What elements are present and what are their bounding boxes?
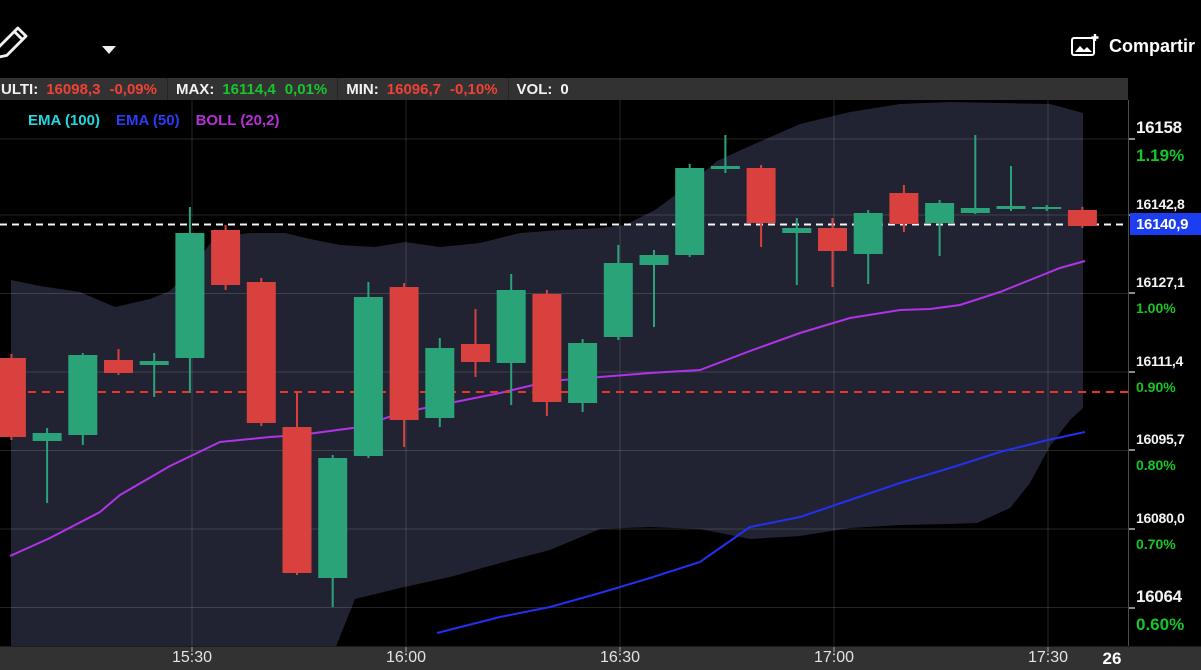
stat-ulti: ULTI: 16098,3 -0,09% <box>0 78 168 101</box>
candle[interactable] <box>246 278 276 426</box>
price-tick-percent: 0.60% <box>1136 615 1185 634</box>
stat-vol: VOL: 0 <box>516 81 569 98</box>
candle[interactable] <box>1067 207 1097 228</box>
stat-max: MAX: 16114,4 0,01% <box>168 78 339 101</box>
candle[interactable] <box>318 455 348 607</box>
time-tick-label: 15:30 <box>171 649 213 666</box>
candlestick-chart[interactable]: R2 <box>0 100 1128 646</box>
price-tick-label: 16064 <box>1136 587 1182 606</box>
share-button[interactable]: Compartir <box>1070 32 1195 60</box>
price-tick-percent: 1.19% <box>1136 146 1185 165</box>
price-axis[interactable]: 16158 1.19% 16142,8 16127,1 1.00% 16111,4 0.90… <box>1128 100 1201 646</box>
candle[interactable] <box>818 218 847 287</box>
price-tick-label: 16127,1 <box>1136 274 1185 290</box>
legend-boll[interactable]: BOLL (20,2) <box>195 112 280 129</box>
candle[interactable] <box>353 282 383 458</box>
price-tick-label: 16142,8 <box>1136 196 1185 212</box>
candle[interactable] <box>282 392 312 575</box>
ema-50-line <box>436 431 1086 634</box>
price-tick-percent: 1.00% <box>1136 300 1176 316</box>
time-axis[interactable]: 15:30 16:00 16:30 17:00 17:30 26 <box>0 646 1201 670</box>
candle[interactable] <box>211 225 241 290</box>
candle[interactable] <box>139 353 169 397</box>
price-tick-label: 16158 <box>1136 118 1182 137</box>
price-tick-percent: 0.70% <box>1136 536 1176 552</box>
candle[interactable] <box>32 428 62 503</box>
price-tick-mark <box>1129 138 1135 140</box>
last-price-badge: 16140,9 <box>1130 213 1201 235</box>
candle[interactable] <box>960 135 990 214</box>
legend-ema[interactable]: EMA (100) <box>28 112 100 129</box>
price-tick-label: 16080,0 <box>1136 510 1185 526</box>
price-tick-mark <box>1129 449 1135 451</box>
share-button-label: Compartir <box>1108 35 1195 56</box>
candle[interactable] <box>782 218 812 285</box>
candle[interactable] <box>425 338 455 427</box>
indicator-legend: EMA (100) EMA (50) BOLL (20,2) <box>28 112 280 129</box>
candle[interactable] <box>1032 205 1062 211</box>
stat-min: MIN: 16096,7 -0,10% <box>338 78 509 101</box>
candle[interactable] <box>104 349 133 375</box>
price-tick-label: 16111,4 <box>1136 353 1183 369</box>
candle[interactable] <box>675 164 705 257</box>
candle[interactable] <box>532 290 562 416</box>
time-tick-mark <box>619 647 621 652</box>
time-tick-mark <box>1047 647 1049 652</box>
draw-tool-button[interactable] <box>0 22 32 62</box>
top-toolbar: Compartir <box>0 0 1201 78</box>
price-tick-mark <box>1129 607 1135 609</box>
candle[interactable] <box>389 283 419 447</box>
chart-canvas[interactable]: R2 EMA (100) EMA (50) BOLL (20,2) <box>0 100 1128 646</box>
pencil-icon <box>0 22 32 62</box>
candle[interactable] <box>746 165 776 247</box>
price-tick-percent: 0.90% <box>1136 379 1176 395</box>
candle[interactable] <box>461 309 490 377</box>
candle[interactable] <box>496 274 526 405</box>
candle[interactable] <box>68 353 98 445</box>
candle[interactable] <box>568 339 598 412</box>
candle[interactable] <box>996 166 1026 211</box>
candle[interactable] <box>925 200 955 256</box>
candle[interactable] <box>853 210 883 284</box>
time-tick-label: 16:00 <box>385 649 427 666</box>
add-image-icon <box>1070 32 1100 60</box>
candle[interactable] <box>0 354 26 440</box>
price-tick-label: 16095,7 <box>1136 431 1185 447</box>
price-tick-mark <box>1129 371 1135 373</box>
price-tick-percent: 0.80% <box>1136 457 1176 473</box>
chevron-down-icon[interactable] <box>102 46 116 54</box>
time-tick-label: 17:00 <box>813 649 855 666</box>
candle[interactable] <box>175 207 205 393</box>
time-tick-label: 26 <box>1102 649 1122 668</box>
time-tick-mark <box>191 647 193 652</box>
time-tick-label: 17:30 <box>1027 649 1069 666</box>
time-tick-mark <box>833 647 835 652</box>
candle[interactable] <box>603 245 633 340</box>
time-tick-mark <box>405 647 407 652</box>
time-tick-label: 16:30 <box>599 649 641 666</box>
ohlc-stats-bar: ULTI: 16098,3 -0,09% MAX: 16114,4 0,01% … <box>0 78 1128 101</box>
candle[interactable] <box>710 135 740 173</box>
price-tick-mark <box>1129 292 1135 294</box>
legend-ema[interactable]: EMA (50) <box>115 112 180 129</box>
candle[interactable] <box>639 250 669 327</box>
candle[interactable] <box>889 185 919 232</box>
price-tick-mark <box>1129 528 1135 530</box>
